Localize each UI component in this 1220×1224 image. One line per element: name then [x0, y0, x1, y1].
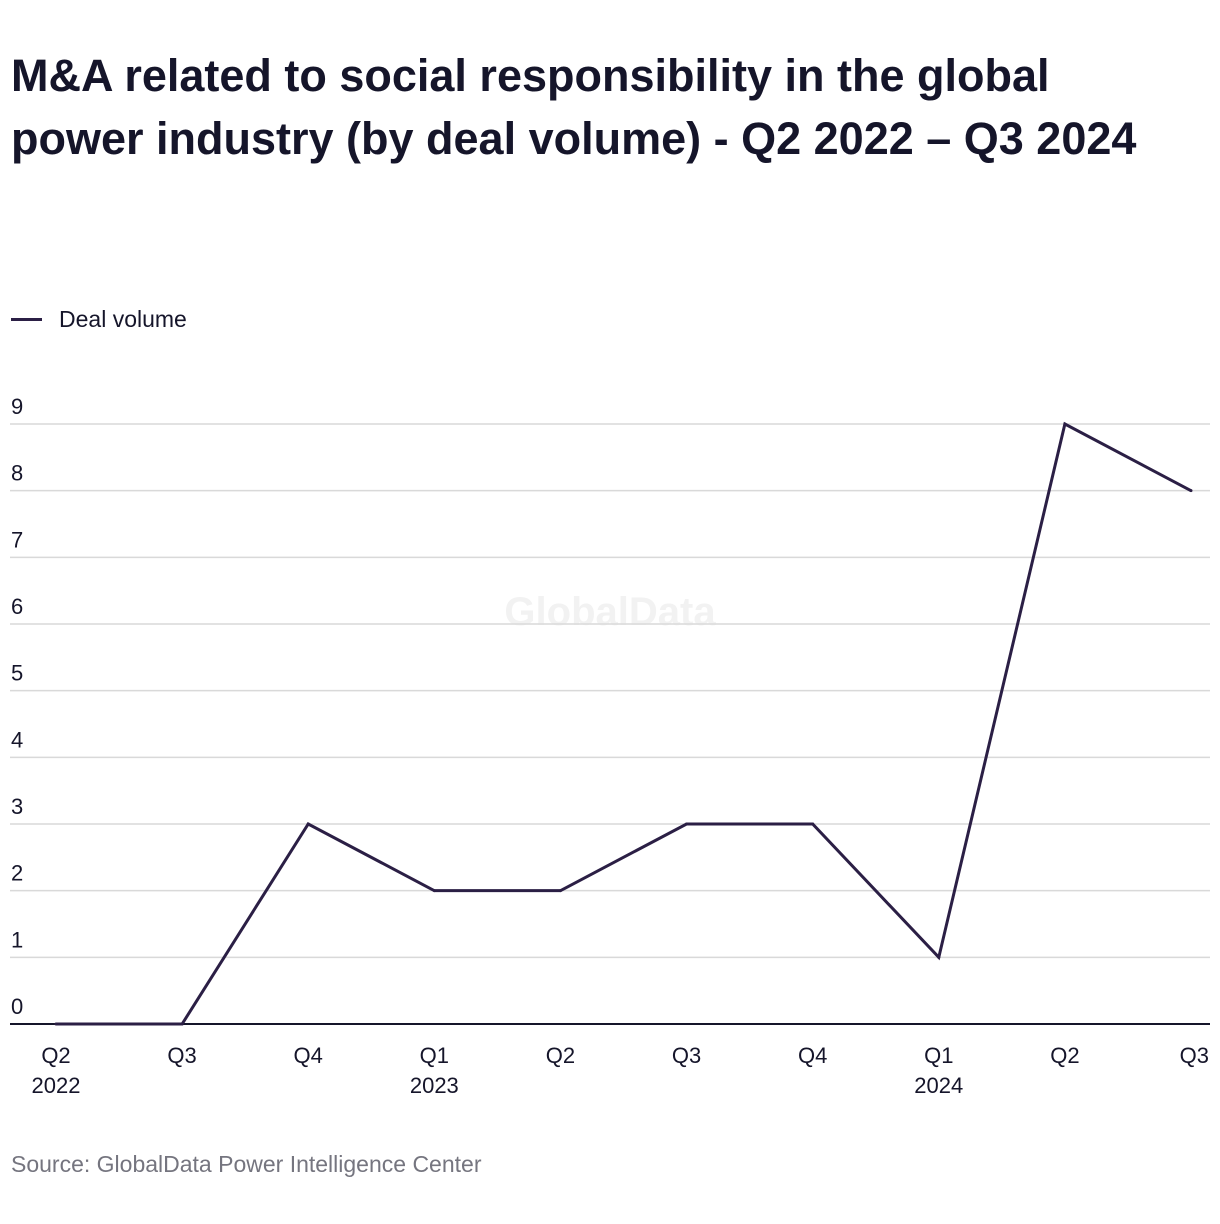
data-point — [937, 955, 941, 959]
data-point — [811, 822, 815, 826]
y-tick-label: 9 — [11, 394, 23, 419]
data-point — [1189, 489, 1193, 493]
grid-layer — [10, 423, 1210, 1025]
x-tick-label-quarter: Q3 — [167, 1043, 196, 1068]
watermark-layer: GlobalData — [504, 590, 716, 634]
x-tick-label-quarter: Q4 — [798, 1043, 827, 1068]
watermark-text: GlobalData — [504, 590, 716, 634]
y-tick-label: 7 — [11, 527, 23, 552]
x-tick-label-year: 2023 — [410, 1073, 459, 1098]
y-tick-label: 0 — [11, 994, 23, 1019]
series-line-deal-volume — [56, 421, 1192, 1026]
y-tick-label: 6 — [11, 594, 23, 619]
x-tick-label-year: 2024 — [914, 1073, 963, 1098]
y-tick-label: 2 — [11, 861, 23, 886]
x-tick-label-quarter: Q2 — [546, 1043, 575, 1068]
data-point — [432, 889, 436, 893]
chart-title: M&A related to social responsibility in … — [11, 50, 1137, 164]
y-tick-label: 1 — [11, 927, 23, 952]
y-tick-label: 4 — [11, 727, 23, 752]
x-tick-label-quarter: Q4 — [294, 1043, 323, 1068]
data-point — [306, 822, 310, 826]
data-point — [54, 1022, 58, 1026]
y-tick-label: 3 — [11, 794, 23, 819]
x-tick-label-quarter: Q3 — [672, 1043, 701, 1068]
y-tick-label: 8 — [11, 461, 23, 486]
x-tick-label-quarter: Q1 — [924, 1043, 953, 1068]
x-tick-label-quarter: Q3 — [1180, 1043, 1209, 1068]
x-tick-label-year: 2022 — [32, 1073, 81, 1098]
legend: Deal volume — [11, 306, 187, 333]
x-tick-label-quarter: Q2 — [41, 1043, 70, 1068]
x-tick-label-quarter: Q1 — [420, 1043, 449, 1068]
data-point — [1063, 422, 1067, 426]
y-tick-label: 5 — [11, 661, 23, 686]
data-point — [558, 889, 562, 893]
series-layer — [54, 421, 1193, 1026]
x-axis-ticks: Q2 2022 Q3 Q4 Q1 2023 Q2 Q3 Q4 Q1 2024 Q2 Q3 — [32, 1043, 1209, 1098]
y-axis-ticks: 0 1 2 3 4 5 6 7 8 9 — [11, 394, 23, 1019]
x-tick-label-quarter: Q2 — [1050, 1043, 1079, 1068]
source-note: Source: GlobalData Power Intelligence Ce… — [11, 1151, 482, 1177]
legend-swatch — [11, 318, 42, 321]
data-point — [685, 822, 689, 826]
data-point — [180, 1022, 184, 1026]
legend-label: Deal volume — [59, 306, 187, 332]
